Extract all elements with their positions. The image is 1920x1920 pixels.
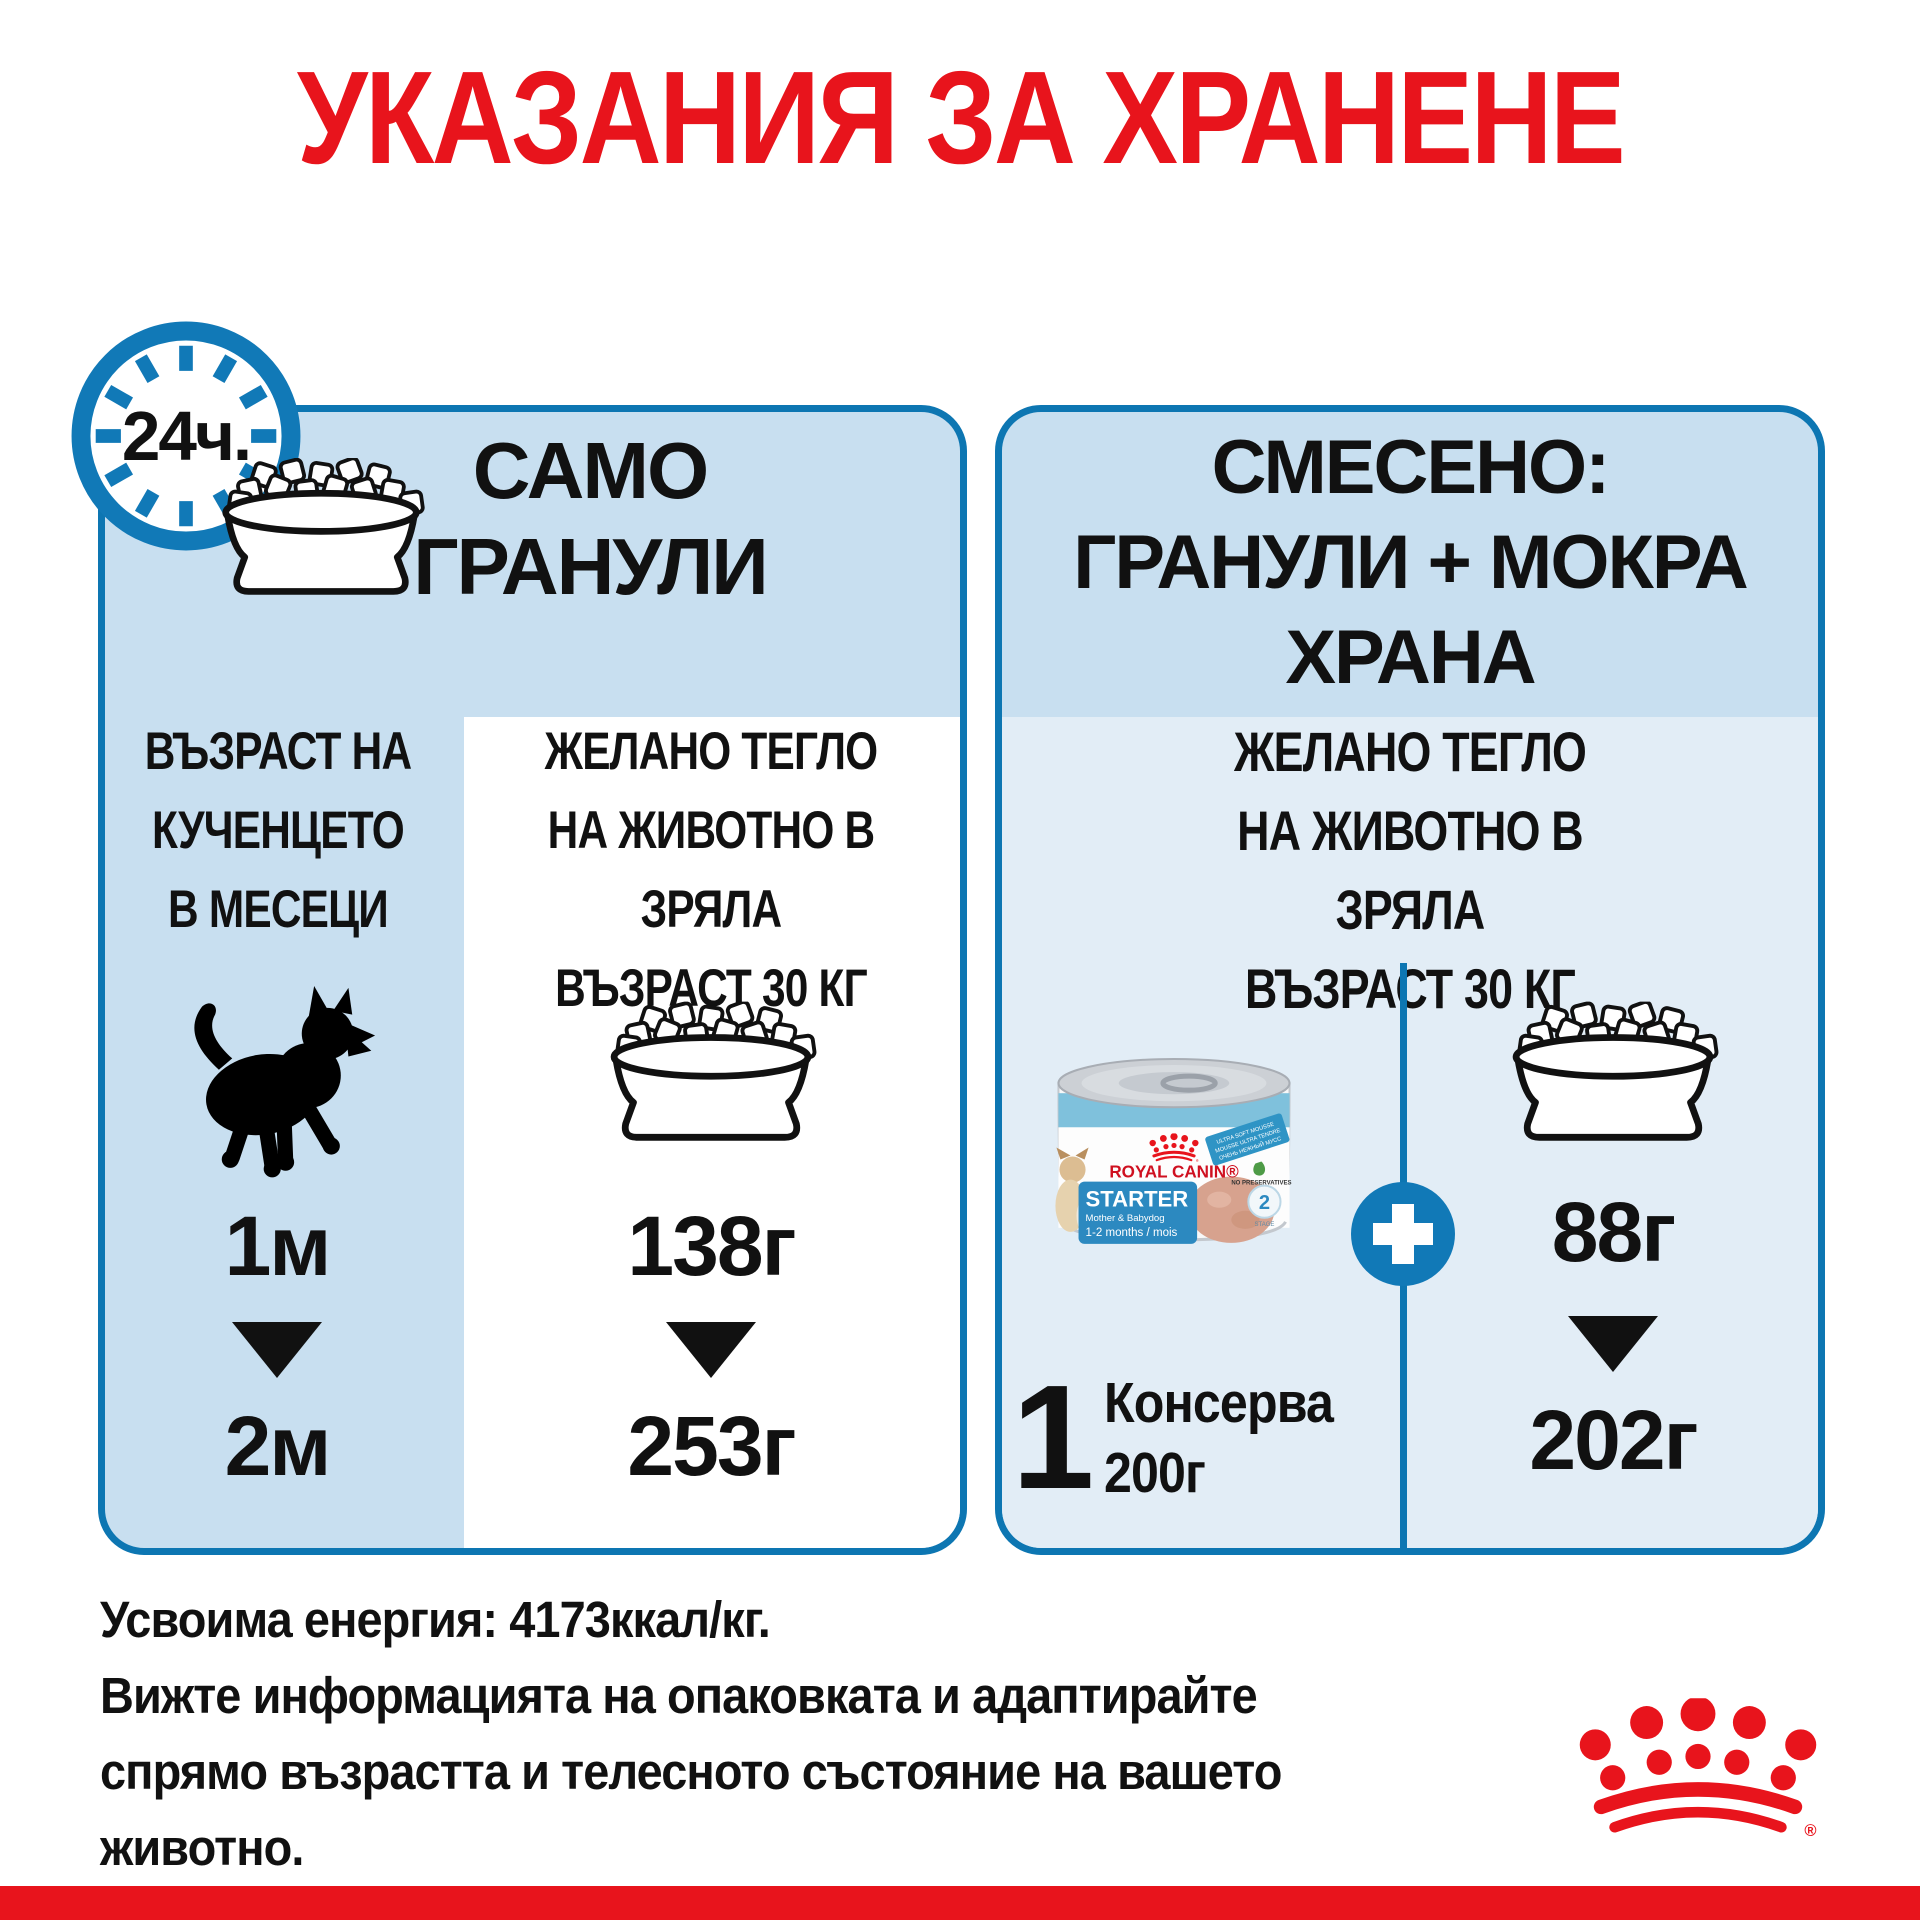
can-stage-number: 2 [1259, 1192, 1270, 1214]
clock-label: 24ч. [122, 397, 250, 475]
mixed-panel-header: СМЕСЕНО: ГРАНУЛИ + МОКРА ХРАНА [1073, 425, 1749, 700]
kibble-bowl-icon [1487, 1000, 1739, 1168]
puppy-silhouette-icon [194, 986, 376, 1178]
can-age: 1-2 months / mois [1086, 1227, 1178, 1239]
can-brand: ROYAL CANIN® [1109, 1163, 1239, 1182]
wet-unit-size: Консерва 200г [1104, 1371, 1334, 1505]
product-can: ROYAL CANIN® ULTRA SOFT MOUSSE MOUSSE UL… [1055, 1058, 1292, 1244]
footer-energy-note: Усвоима енергия: 4173ккал/кг. Вижте инфо… [100, 1591, 1282, 1876]
dry-age-from: 1м [224, 1199, 332, 1293]
dry-kibble-to: 253г [627, 1399, 796, 1493]
can-range: Mother & Babydog [1086, 1213, 1165, 1224]
down-arrow-icon [232, 1322, 322, 1378]
royal-canin-crown-logo [1572, 1698, 1824, 1844]
kibble-bowl-icon [196, 458, 446, 620]
plus-icon [1351, 1182, 1455, 1286]
dry-age-column-header: ВЪЗРАСТ НА КУЧЕНЦЕТО В МЕСЕЦИ [144, 722, 412, 939]
mixed-kibble-to: 202г [1529, 1393, 1698, 1487]
kibble-bowl-icon [585, 1000, 837, 1168]
page-title: УКАЗАНИЯ ЗА ХРАНЕНЕ [296, 44, 1626, 191]
wet-count: 1 [1012, 1355, 1094, 1520]
bottom-brand-stripe [0, 1886, 1920, 1920]
mixed-weight-header: ЖЕЛАНО ТЕГЛО НА ЖИВОТНО В ЗРЯЛА ВЪЗРАСТ … [1233, 720, 1587, 1020]
can-stage-label: STAGE [1254, 1222, 1274, 1228]
dry-panel-header: САМО ГРАНУЛИ [413, 426, 769, 611]
dry-age-to: 2м [224, 1399, 332, 1493]
panel-mixed-feeding [995, 405, 1825, 1555]
mixed-kibble-from: 88г [1551, 1185, 1676, 1279]
down-arrow-icon [1568, 1316, 1658, 1372]
dry-kibble-from: 138г [627, 1199, 796, 1293]
down-arrow-icon [666, 1322, 756, 1378]
can-claim: NO PRESERVATIVES [1231, 1181, 1291, 1187]
can-product: STARTER [1086, 1187, 1189, 1212]
dry-weight-column-header: ЖЕЛАНО ТЕГЛО НА ЖИВОТНО В ЗРЯЛА ВЪЗРАСТ … [544, 722, 878, 1018]
wet-portion: 1 Консерва 200г [1012, 1355, 1372, 1520]
